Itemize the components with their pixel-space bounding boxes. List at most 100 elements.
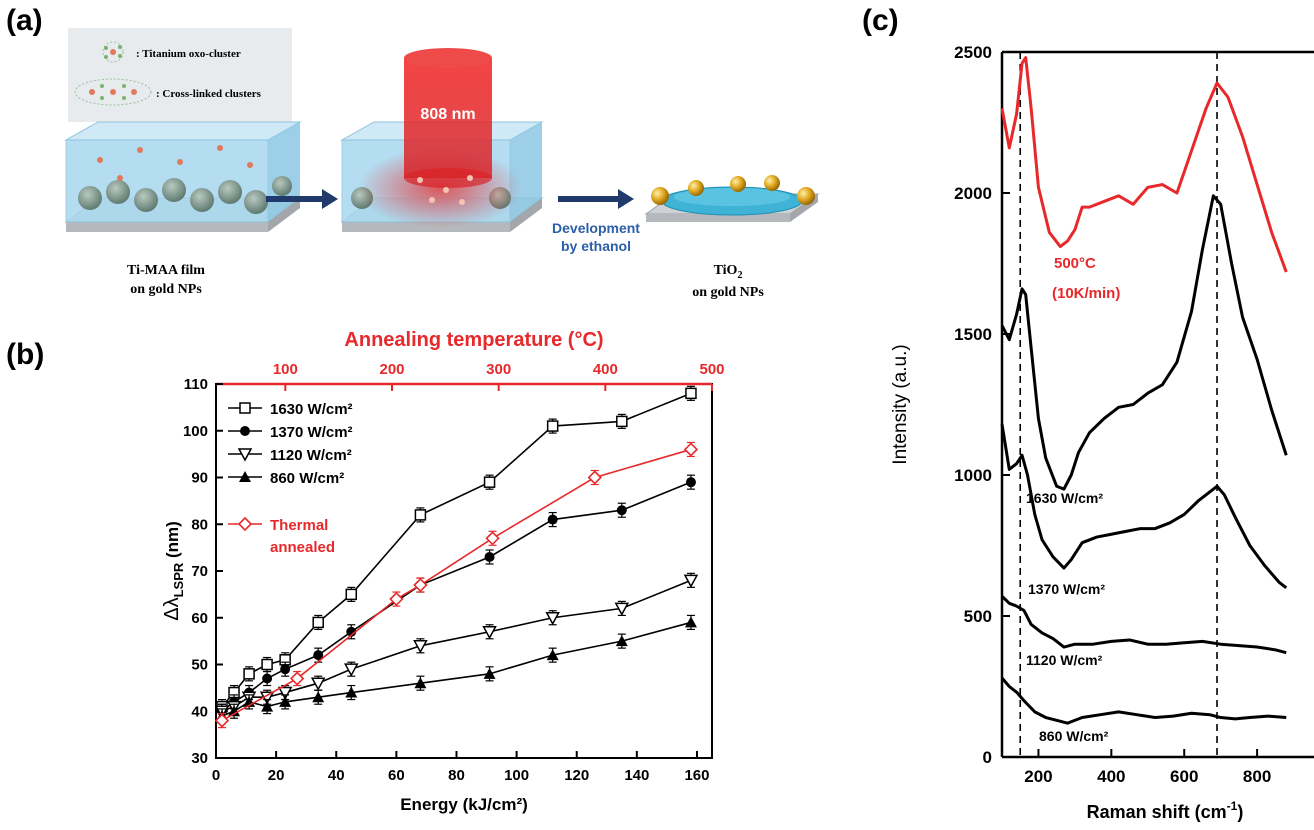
chart-b-legend-label: 1370 W/cm² [270,424,353,441]
chart-b-legend-marker [237,448,253,462]
chart-b-x-tick-label: 160 [684,767,709,784]
development-label-line1: Development [552,220,640,236]
chart-b-data-point [262,673,273,684]
chart-c-series-label: (10K/min) [1052,285,1120,302]
chart-b-top-tick-label: 400 [593,361,618,378]
chart-b-data-point [615,635,628,647]
chart-b-data-point [483,476,496,488]
tio2-label-line1: TiO2 [714,263,743,281]
chart-b-y-tick-label: 40 [191,703,208,720]
titanium-oxo-cluster-icon [102,41,124,63]
chart-b-top-axis-label: Annealing temperature (°C) [344,329,603,351]
chart-b-data-point [345,686,358,698]
chart-b-data-point [345,588,358,601]
cross-linked-clusters-icon [74,78,152,106]
chart-b-data-point [484,551,495,562]
chart-b-x-axis-label: Energy (kJ/cm²) [400,795,528,814]
chart-b-data-point [243,668,255,680]
schematic-illustration: : Titanium oxo-cluster : Cross-linked cl… [64,28,820,300]
legend-cluster-label: : Titanium oxo-cluster [136,48,241,60]
chart-b-x-tick-label: 40 [328,767,345,784]
film-label-line2: on gold NPs [130,282,202,297]
chart-b-data-point [685,477,696,488]
chart-b-data-point [684,616,697,628]
chart-b-y-tick-label: 30 [191,750,208,767]
chart-b-y-tick-label: 90 [191,470,208,487]
chart-b-data-point [280,664,291,675]
chart-b-data-point [587,470,602,485]
development-label-line2: by ethanol [561,238,631,254]
chart-b-data-point [312,691,325,703]
chart-c-spectrum-1 [1000,194,1288,491]
chart-b-y-tick-label: 50 [191,657,208,674]
chart-b-data-point [546,420,559,432]
chart-b-data-point [683,442,699,457]
chart-b-data-point [413,640,428,654]
chart-b-data-point [313,650,324,661]
chart-b-x-tick-label: 20 [268,767,285,784]
chart-c-x-tick-label: 600 [1170,767,1198,786]
chart-b-data-point [310,677,326,691]
chart-b-data-point [214,713,230,728]
chart-c-y-tick-label: 0 [983,748,992,767]
chart-b-legend-marker [239,402,251,414]
chart-b-data-point [261,700,274,712]
chart-c-spectrum-2 [1000,424,1288,589]
chart-b-legend-label: annealed [270,539,335,556]
chart-b-data-point [414,509,427,521]
tio2-label-line2: on gold NPs [692,285,764,300]
chart-b-data-point [546,649,559,661]
chart-b-y-tick-label: 80 [191,516,208,533]
chart-b-y-tick-label: 70 [191,563,208,580]
chart-b-y-tick-label: 110 [184,376,208,393]
chart-b-y-axis-label: ΔλLSPR (nm) [161,521,186,621]
chart-b-data-point [547,514,558,525]
chart-b-data-point [228,705,241,717]
chart-c-spectrum-0 [1000,56,1288,273]
chart-b-data-point [483,667,496,679]
chart-b-data-point [277,686,293,701]
chart-b-x-tick-label: 80 [448,767,465,784]
chart-b-top-tick-label: 200 [379,361,404,378]
chart-b-top-tick-label: 100 [273,361,298,378]
chart-b-x-tick-label: 100 [504,767,529,784]
chart-c-series-label: 1630 W/cm² [1026,490,1103,506]
chart-b-data-point [485,531,500,546]
chart-b-data-point [616,505,627,516]
chart-b-legend-marker [239,471,251,482]
tio2-on-gold-illustration [644,175,820,222]
chart-b-legend-label: Thermal [270,517,328,534]
chart-b-series-4 [214,441,699,729]
chart-b-series-0 [216,385,697,715]
chart-b-data-point [389,591,404,607]
chart-b-x-tick-label: 60 [388,767,405,784]
chart-b-series-3 [216,614,697,724]
chart-b-data-point [261,658,273,671]
chart-b-data-point [482,626,497,640]
chart-b-legend-marker [237,516,253,532]
chart-c-x-tick-label: 200 [1024,767,1052,786]
chart-c-spectrum-4 [1000,677,1287,725]
chart-b-data-point [545,612,560,626]
chart-c-series-label: 1120 W/cm² [1026,652,1103,668]
chart-c-y-tick-label: 1000 [954,466,992,485]
chart-b-data-point [616,415,628,428]
panel-letter-a: (a) [6,4,43,37]
chart-c-x-axis-label: Raman shift (cm-1) [1087,799,1244,822]
chart-b-y-tick-label: 60 [191,610,208,627]
chart-c-series-label: 860 W/cm² [1039,728,1109,744]
chart-b-y-tick-label: 100 [183,423,208,440]
chart-b-data-point [414,677,427,689]
chart-b-data-point [279,695,292,707]
chart-c-x-tick-label: 800 [1243,767,1271,786]
panel-letter-b: (b) [6,338,45,371]
chart-c-y-axis-label: Intensity (a.u.) [890,344,911,464]
chart-b-top-tick-label: 300 [486,361,511,378]
chart-b-data-point [413,577,428,593]
legend-crosslinked-label: : Cross-linked clusters [156,88,262,100]
chart-c-y-tick-label: 2500 [954,43,992,62]
chart-b-data-point [344,663,359,677]
chart-b-top-tick-label: 500 [699,361,724,378]
chart-b-x-tick-label: 120 [564,767,589,784]
